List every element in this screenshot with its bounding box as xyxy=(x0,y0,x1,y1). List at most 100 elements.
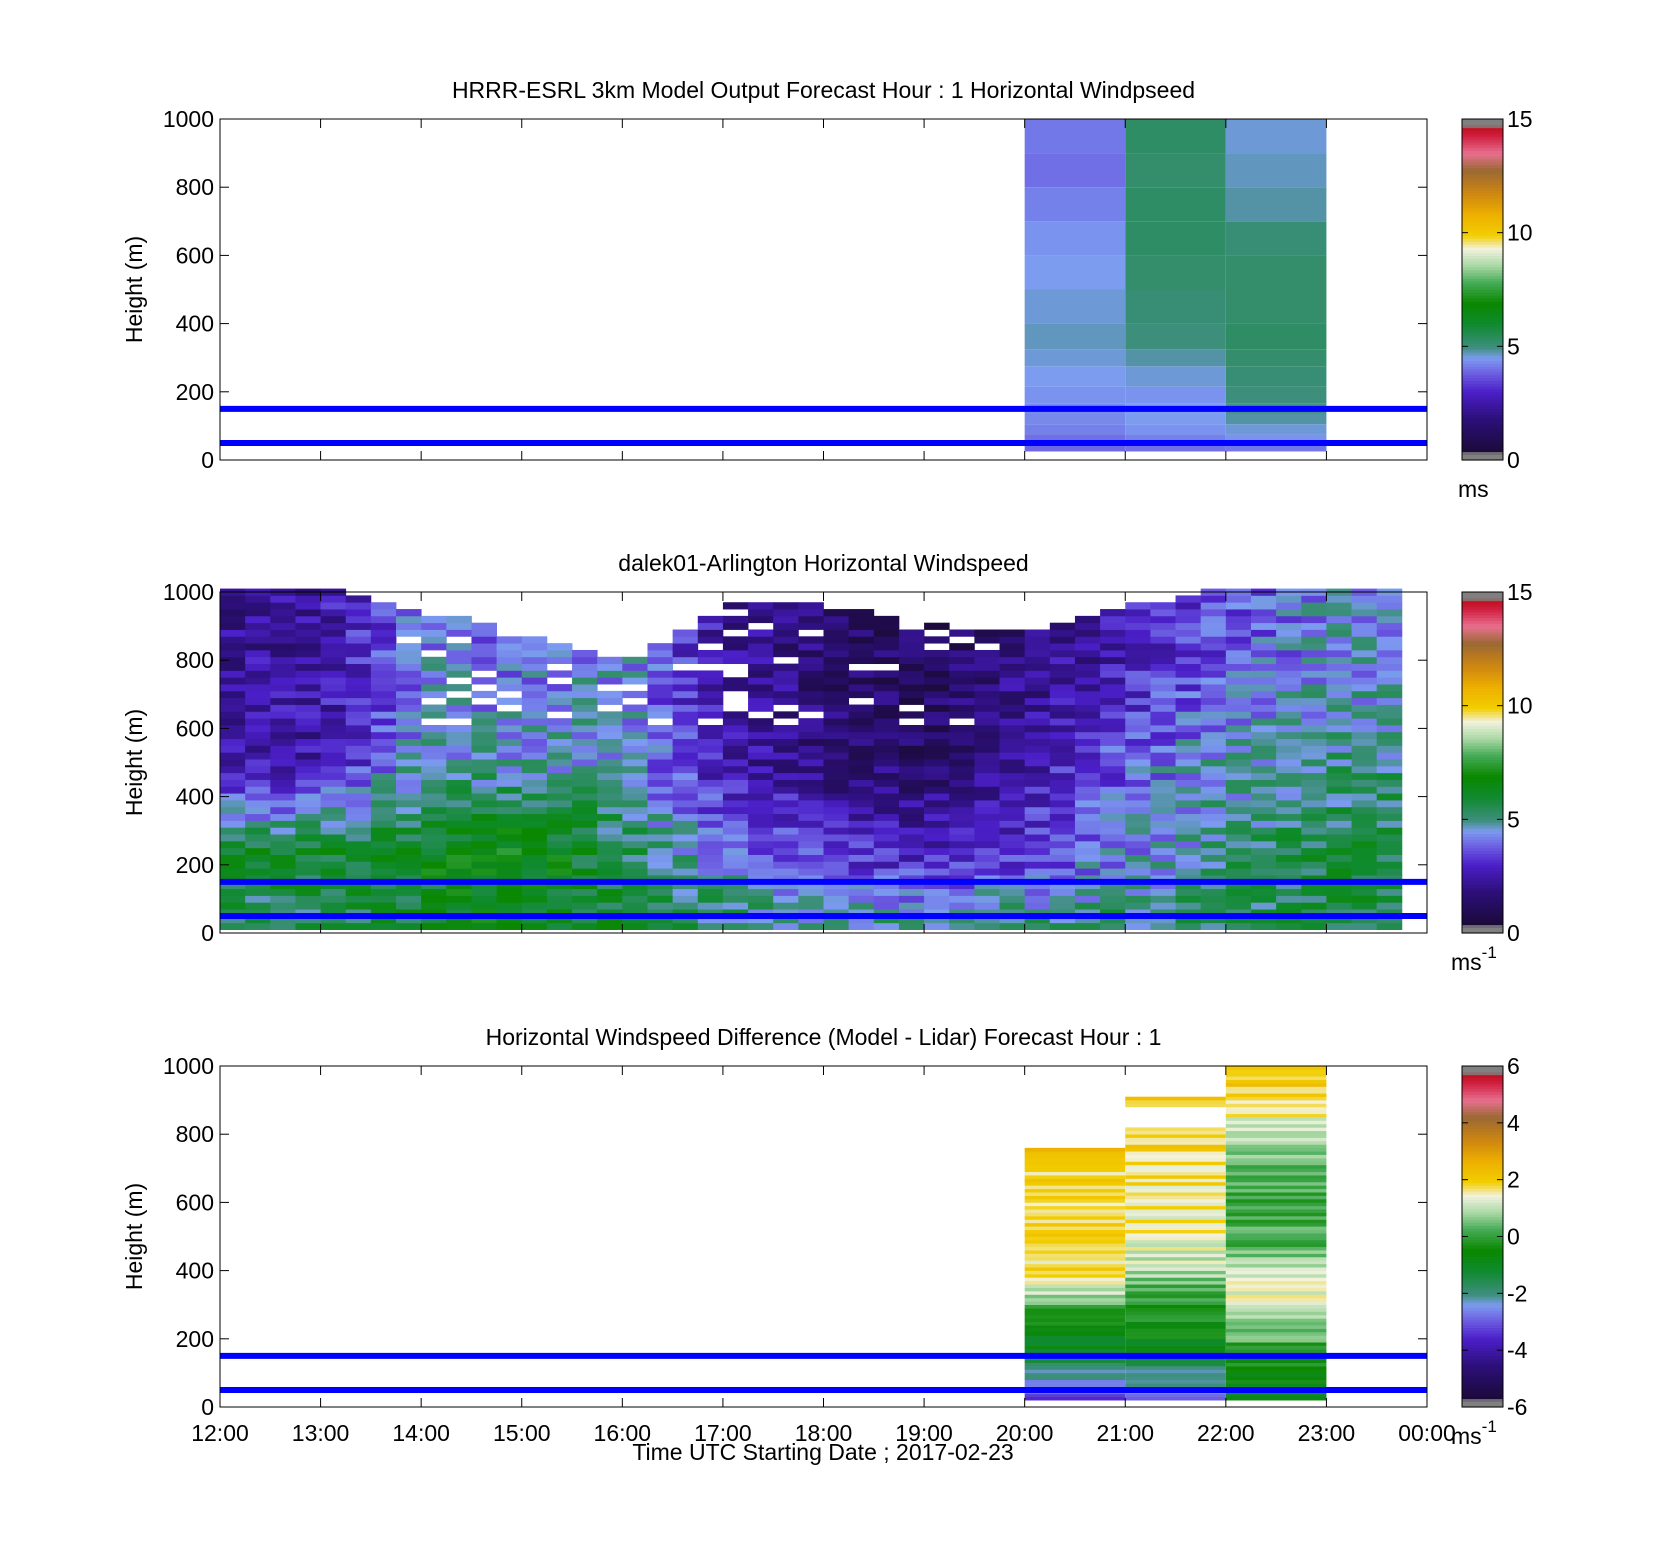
lidar-cell xyxy=(898,820,925,828)
lidar-cell xyxy=(320,881,347,890)
lidar-cell xyxy=(1351,888,1378,896)
lidar-cell xyxy=(1225,663,1252,671)
lidar-cell xyxy=(521,800,548,808)
lidar-cell xyxy=(974,759,1000,767)
lidar-cell xyxy=(496,827,523,835)
difference-cell xyxy=(1225,1236,1327,1241)
lidar-cell xyxy=(421,820,447,828)
lidar-cell xyxy=(496,840,523,849)
lidar-cell xyxy=(1301,684,1327,692)
lidar-cell xyxy=(345,800,372,808)
lidar-cell xyxy=(1200,629,1227,637)
lidar-cell xyxy=(546,779,573,787)
lidar-cell xyxy=(521,793,548,801)
colorbar-segment xyxy=(1462,229,1503,234)
lidar-cell xyxy=(1351,868,1378,876)
lidar-cell xyxy=(1351,786,1378,794)
lidar-cell xyxy=(748,909,774,917)
colorbar-segment xyxy=(1462,352,1503,356)
lidar-cell xyxy=(949,738,975,746)
lidar-cell xyxy=(572,656,598,665)
lidar-cell xyxy=(1326,888,1352,896)
lidar-cell xyxy=(773,881,799,890)
lidar-cell xyxy=(245,902,271,910)
lidar-cell xyxy=(949,793,975,801)
colorbar-segment xyxy=(1462,1338,1503,1343)
lidar-cell xyxy=(798,759,824,767)
lidar-cell xyxy=(1200,827,1227,835)
lidar-cell xyxy=(546,690,573,699)
lidar-cell xyxy=(572,888,598,896)
lidar-cell xyxy=(1326,840,1352,849)
lidar-cell xyxy=(1200,656,1227,665)
lidar-cell xyxy=(1326,895,1352,903)
difference-cell xyxy=(1125,1216,1226,1220)
lidar-cell xyxy=(1150,800,1176,808)
lidar-cell xyxy=(396,902,422,910)
lidar-cell xyxy=(270,602,296,610)
lidar-cell xyxy=(396,615,422,624)
lidar-cell xyxy=(270,609,296,617)
lidar-cell xyxy=(471,834,498,842)
lidar-cell xyxy=(295,827,321,835)
lidar-cell xyxy=(370,827,397,835)
lidar-cell xyxy=(974,677,1000,685)
lidar-cell xyxy=(647,806,674,815)
lidar-cell xyxy=(898,643,925,651)
lidar-cell xyxy=(345,622,372,630)
lidar-cell xyxy=(1376,834,1403,842)
lidar-cell xyxy=(873,813,900,821)
lidar-cell xyxy=(320,649,347,658)
lidar-cell xyxy=(999,875,1026,883)
difference-cell xyxy=(1125,1253,1226,1258)
colorbar-segment xyxy=(1462,366,1503,370)
lidar-cell xyxy=(898,656,925,665)
difference-cell xyxy=(1024,1280,1126,1285)
lidar-cell xyxy=(722,834,749,842)
lidar-cell xyxy=(1150,677,1176,685)
lidar-cell xyxy=(345,690,372,699)
lidar-cell xyxy=(295,813,321,821)
lidar-cell xyxy=(496,772,523,780)
lidar-cell xyxy=(873,786,900,794)
colorbar-segment xyxy=(1462,170,1503,174)
lidar-cell xyxy=(1326,738,1352,746)
lidar-cell xyxy=(446,868,472,876)
lidar-cell xyxy=(1100,704,1126,712)
lidar-cell xyxy=(1200,636,1227,644)
lidar-cell xyxy=(823,827,850,835)
colorbar-segment xyxy=(1462,448,1503,453)
lidar-cell xyxy=(999,915,1026,924)
lidar-cell xyxy=(220,813,246,821)
lidar-cell xyxy=(1225,656,1252,665)
lidar-cell xyxy=(1175,649,1202,658)
x-tick-label: 19:00 xyxy=(895,1420,953,1446)
lidar-cell xyxy=(1351,895,1378,903)
difference-cell xyxy=(1024,1239,1126,1244)
lidar-cell xyxy=(1351,902,1378,910)
lidar-cell xyxy=(1376,629,1403,637)
lidar-cell xyxy=(220,915,246,924)
lidar-cell xyxy=(974,813,1000,821)
colorbar-segment xyxy=(1462,887,1503,891)
lidar-cell xyxy=(521,670,548,678)
lidar-cell xyxy=(697,909,724,917)
lidar-cell xyxy=(848,684,875,692)
lidar-cell xyxy=(295,649,321,658)
lidar-cell xyxy=(220,690,246,699)
colorbar-segment xyxy=(1462,631,1503,636)
lidar-cell xyxy=(873,738,900,746)
lidar-cell xyxy=(924,670,950,678)
difference-cell xyxy=(1225,1113,1327,1118)
lidar-cell xyxy=(1301,724,1327,733)
difference-cell xyxy=(1225,1154,1327,1159)
difference-cell xyxy=(1225,1379,1327,1384)
colorbar-segment xyxy=(1462,844,1503,849)
lidar-cell xyxy=(521,861,548,869)
lidar-cell xyxy=(672,738,699,746)
lidar-cell xyxy=(345,731,372,740)
lidar-cell xyxy=(572,752,598,760)
lidar-cell xyxy=(345,820,372,828)
lidar-cell xyxy=(1225,793,1252,801)
